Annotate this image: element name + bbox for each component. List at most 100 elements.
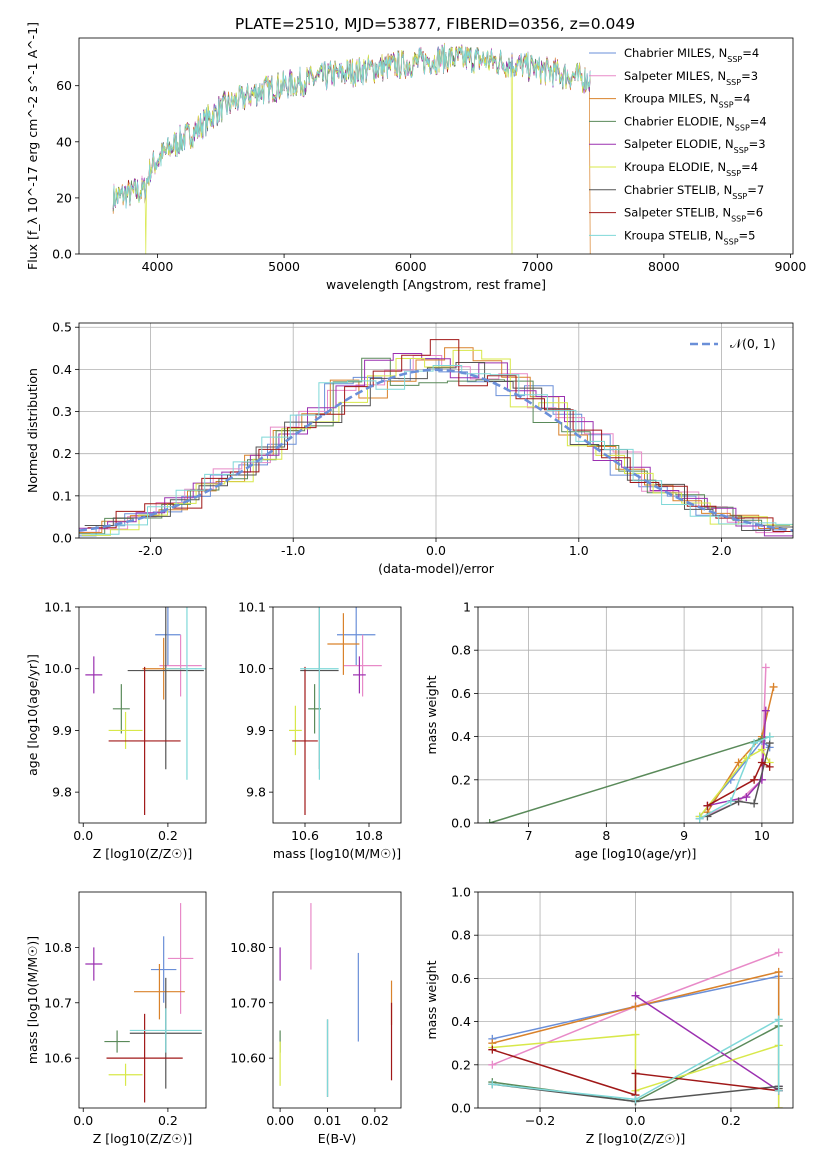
mass_vs_ebv-xtick-label: 0.00 (266, 1113, 294, 1128)
age_vs_Z-axes: 0.0 0.2 9.8 9.9 10.0 10.1 Z [log10(Z/Z☉)] age [… (25, 600, 207, 861)
massweight_vs_age-ytick-label: 0.6 (451, 686, 471, 701)
massweight_vs_age-marker-kroupa-stelib (695, 814, 704, 823)
massweight_vs_Z-marker-salpeter-stelib (631, 1069, 640, 1078)
mass_vs_Z-ylabel: mass [log10(M/M☉)] (25, 936, 40, 1064)
residuals-xtick-label: -2.0 (138, 543, 162, 558)
legend-entry: Kroupa STELIB, NSSP=5 (624, 228, 755, 246)
legend-entry: Salpeter STELIB, NSSP=6 (624, 206, 763, 224)
spectrum-xtick-label: 8000 (648, 259, 680, 274)
massweight_vs_age-marker-chabrier-stelib (750, 799, 759, 808)
massweight_vs_Z-marker-salpeter-miles (774, 948, 783, 957)
age_vs_mass-xtick-label: 10.6 (291, 828, 319, 843)
mass_vs_Z-plot-area (85, 903, 202, 1103)
legend-entry: Kroupa ELODIE, NSSP=4 (624, 160, 758, 178)
massweight_vs_Z-plot-area (488, 948, 783, 1108)
massweight_vs_Z-marker-salpeter-miles (488, 1060, 497, 1069)
massweight_vs_Z-marker-kroupa-stelib (774, 1015, 783, 1024)
spectrum-ytick-label: 0.0 (52, 247, 72, 262)
mass_vs_Z-ytick-label: 10.6 (44, 1051, 72, 1066)
massweight_vs_Z-marker-kroupa-stelib (774, 1086, 783, 1095)
spectrum-ytick-label: 40 (56, 134, 72, 149)
mass_vs_Z-xtick-label: 0.0 (73, 1113, 93, 1128)
age_vs_Z-point-salpeter-stelib (108, 666, 181, 815)
age_vs_Z-point-chabrier-miles (155, 607, 181, 666)
legend-entry: Salpeter ELODIE, NSSP=3 (624, 137, 766, 155)
mass_vs_Z-xtick-label: 0.2 (158, 1113, 178, 1128)
mass_vs_ebv-xlabel: E(B-V) (318, 1131, 357, 1146)
residuals-ytick-label: 0.5 (52, 320, 72, 335)
age_vs_Z-point-salpeter-miles (159, 634, 202, 697)
age_vs_Z-ytick-label: 9.8 (52, 785, 72, 800)
legend-entry: Chabrier STELIB, NSSP=7 (624, 183, 764, 201)
massweight_vs_Z-marker-kroupa-elodie (774, 1104, 783, 1108)
residuals-xtick-label: 0.0 (426, 543, 446, 558)
massweight_vs_age-axes: 7 8 9 10 0.0 0.2 0.4 0.6 0.8 1 age [log10(age/yr)]… (424, 600, 794, 861)
massweight_vs_Z-line-salpeter-stelib (492, 1048, 779, 1097)
mass_vs_Z-xlabel: Z [log10(Z/Z☉)] (93, 1131, 193, 1146)
histogram-salpeter-stelib (87, 339, 793, 532)
massweight_vs_age-marker-kroupa-stelib (726, 797, 735, 806)
mass_vs_Z-point-chabrier-elodie (104, 1030, 130, 1053)
massweight_vs_age-xtick-label: 10 (754, 828, 770, 843)
normal-legend-label: 𝒩(0, 1) (730, 336, 776, 351)
massweight_vs_age-marker-salpeter-elodie (761, 706, 770, 715)
massweight_vs_age-marker-salpeter-miles (761, 663, 770, 672)
residuals-ytick-label: 0.3 (52, 404, 72, 419)
age_vs_Z-ytick-label: 10.1 (44, 600, 72, 615)
massweight_vs_Z-marker-kroupa-miles (631, 1002, 640, 1011)
massweight_vs_Z-ytick-label: 1.0 (451, 885, 471, 900)
mass_vs_Z-point-salpeter-stelib (106, 1013, 183, 1103)
age_vs_mass-ytick-label: 9.8 (246, 785, 266, 800)
spectrum-xtick-label: 4000 (142, 259, 174, 274)
spectrum-ytick-label: 20 (56, 190, 72, 205)
age_vs_mass-point-salpeter-elodie (353, 656, 366, 694)
massweight_vs_age-frame (477, 606, 794, 824)
massweight_vs_Z-ytick-label: 0.0 (451, 1101, 471, 1116)
massweight_vs_age-xtick-label: 7 (525, 828, 533, 843)
massweight_vs_Z-marker-kroupa-stelib (631, 1095, 640, 1104)
age_vs_mass-point-kroupa-stelib (300, 607, 339, 780)
mass_vs_Z-ytick-label: 10.8 (44, 940, 72, 955)
age_vs_Z-point-chabrier-elodie (112, 684, 130, 734)
mass_vs_ebv-plot-area (279, 903, 393, 1097)
mass_vs_Z-point-kroupa-miles (134, 964, 185, 1020)
histogram-chabrier-stelib (84, 362, 793, 531)
mass_vs_ebv-ytick-label: 10.70 (230, 995, 266, 1010)
residuals-xtick-label: 1.0 (569, 543, 589, 558)
massweight_vs_age-xtick-label: 9 (680, 828, 688, 843)
massweight_vs_Z-ylabel: mass weight (424, 960, 439, 1039)
mass_vs_Z-point-salpeter-elodie (85, 947, 103, 981)
spectrum-legend: Chabrier MILES, NSSP=4 Salpeter MILES, NS… (589, 46, 767, 246)
massweight_vs_age-ytick-label: 0.4 (451, 729, 471, 744)
spectrum-xlabel: wavelength [Angstrom, rest frame] (326, 277, 546, 292)
age_vs_Z-xtick-label: 0.0 (73, 828, 93, 843)
spectrum-xtick-label: 5000 (268, 259, 300, 274)
mass_vs_ebv-xtick-label: 0.01 (314, 1113, 342, 1128)
massweight_vs_Z-line-kroupa-stelib (492, 1018, 780, 1101)
massweight_vs_age-marker-salpeter-elodie (757, 775, 766, 784)
residuals-xtick-label: -1.0 (281, 543, 305, 558)
spectrum-xtick-label: 9000 (775, 259, 807, 274)
residuals-ylabel: Normed distribution (25, 368, 40, 493)
massweight_vs_age-ytick-label: 0.2 (451, 772, 471, 787)
residuals-ytick-label: 0.4 (52, 362, 72, 377)
age_vs_Z-xlabel: Z [log10(Z/Z☉)] (93, 846, 193, 861)
figure-title: PLATE=2510, MJD=53877, FIBERID=0356, z=0… (235, 15, 635, 33)
massweight_vs_age-xlabel: age [log10(age/yr)] (575, 846, 697, 861)
massweight_vs_age-marker-kroupa-elodie (757, 745, 766, 754)
massweight_vs_Z-ytick-label: 0.4 (451, 1014, 471, 1029)
massweight_vs_age-plot-area (485, 663, 778, 823)
histogram-kroupa-stelib (90, 365, 793, 535)
legend-entry: Chabrier ELODIE, NSSP=4 (624, 114, 767, 131)
histogram-kroupa-elodie (81, 349, 793, 536)
spectrum-axes: 4000 5000 6000 7000 8000 9000 0.0 20 40 60 wavelen… (25, 22, 806, 292)
massweight_vs_age-marker-salpeter-stelib (703, 801, 712, 810)
residuals-xlabel: (data-model)/error (378, 561, 495, 576)
histogram-salpeter-elodie (79, 353, 793, 537)
massweight_vs_Z-marker-kroupa-elodie (631, 1030, 640, 1039)
massweight_vs_age-marker-kroupa-miles (734, 758, 743, 767)
age_vs_mass-xtick-label: 10.8 (355, 828, 383, 843)
massweight_vs_age-line-salpeter-stelib (707, 761, 771, 807)
age_vs_mass-point-chabrier-miles (337, 607, 376, 666)
